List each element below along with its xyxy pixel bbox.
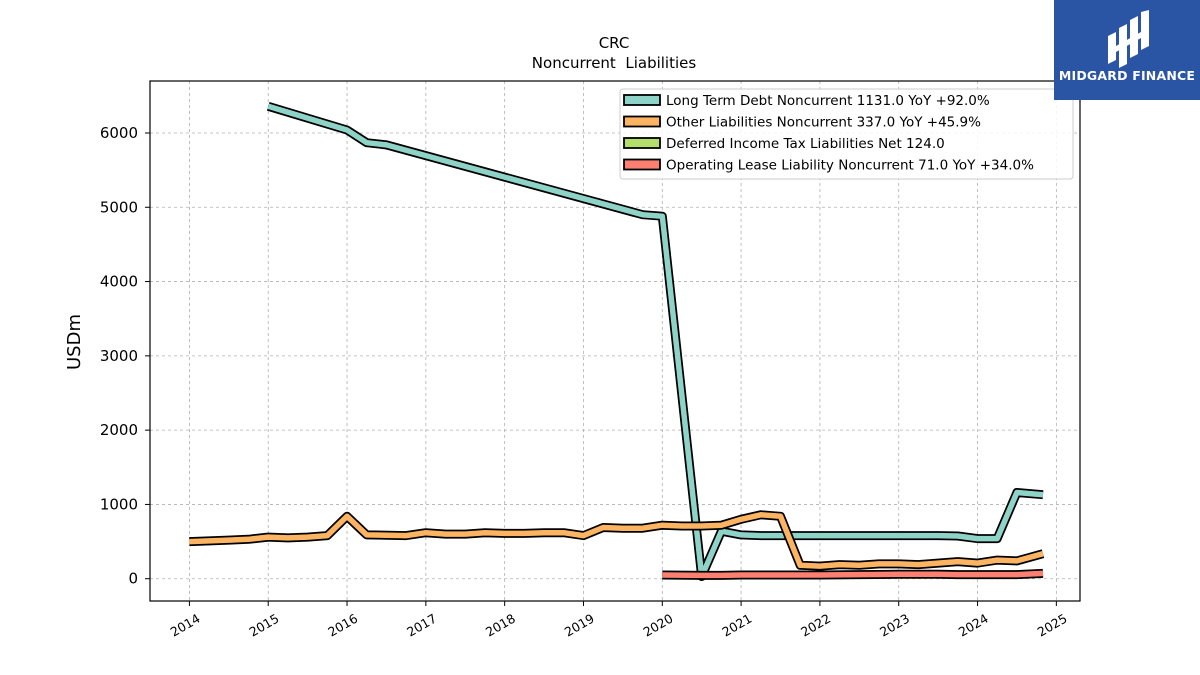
legend-label: Operating Lease Liability Noncurrent 71.… xyxy=(666,158,1034,174)
y-tick-label: 6000 xyxy=(100,124,138,142)
x-tick-label: 2024 xyxy=(956,611,991,640)
x-axis-ticks: 2014 2015 2016 2017 2018 2019 2020 2021 2022 2023… xyxy=(168,601,1070,640)
x-tick-label: 2021 xyxy=(719,611,754,640)
y-tick-label: 2000 xyxy=(100,421,138,439)
x-tick-label: 2015 xyxy=(246,611,281,640)
chart-subtitle: Noncurrent Liabilities xyxy=(532,54,697,72)
x-tick-label: 2025 xyxy=(1035,611,1070,640)
x-tick-label: 2018 xyxy=(483,611,518,640)
x-tick-label: 2023 xyxy=(877,611,912,640)
x-tick-label: 2019 xyxy=(562,611,597,640)
chart-title: CRC xyxy=(599,34,630,52)
x-tick-label: 2017 xyxy=(404,611,439,640)
legend-swatch xyxy=(623,94,661,106)
legend-label: Long Term Debt Noncurrent 1131.0 YoY +92… xyxy=(666,93,990,109)
x-tick-label: 2022 xyxy=(798,611,833,640)
x-tick-label: 2016 xyxy=(325,611,360,640)
legend-swatch xyxy=(623,158,661,171)
brand-logo: MIDGARD FINANCE xyxy=(1054,0,1200,100)
y-tick-label: 4000 xyxy=(100,273,138,291)
series-line xyxy=(189,512,1044,569)
legend-swatch xyxy=(623,115,661,128)
series-line-outline xyxy=(189,510,1045,571)
series-lines xyxy=(189,101,1045,581)
legend-label: Other Liabilities Noncurrent 337.0 YoY +… xyxy=(666,115,981,131)
plot-frame xyxy=(149,80,1081,602)
legend-label: Deferred Income Tax Liabilities Net 124.… xyxy=(666,136,945,152)
legend: Long Term Debt Noncurrent 1131.0 YoY +92… xyxy=(619,88,1074,180)
y-tick-label: 1000 xyxy=(100,495,138,513)
y-axis-label: USDm xyxy=(64,314,85,370)
logo-text: MIDGARD FINANCE xyxy=(1058,68,1196,83)
y-tick-label: 5000 xyxy=(100,198,138,216)
legend-box xyxy=(619,88,1074,180)
series-line xyxy=(662,570,1044,579)
legend-swatch xyxy=(623,137,661,149)
y-tick-label: 0 xyxy=(128,570,138,588)
y-axis-ticks: 0 1000 2000 3000 4000 5000 6000 xyxy=(100,124,150,588)
logo-mark-icon xyxy=(1108,10,1149,68)
x-tick-label: 2020 xyxy=(641,611,676,640)
series-line xyxy=(267,103,1044,580)
x-tick-label: 2014 xyxy=(168,611,203,640)
y-tick-label: 3000 xyxy=(100,347,138,365)
